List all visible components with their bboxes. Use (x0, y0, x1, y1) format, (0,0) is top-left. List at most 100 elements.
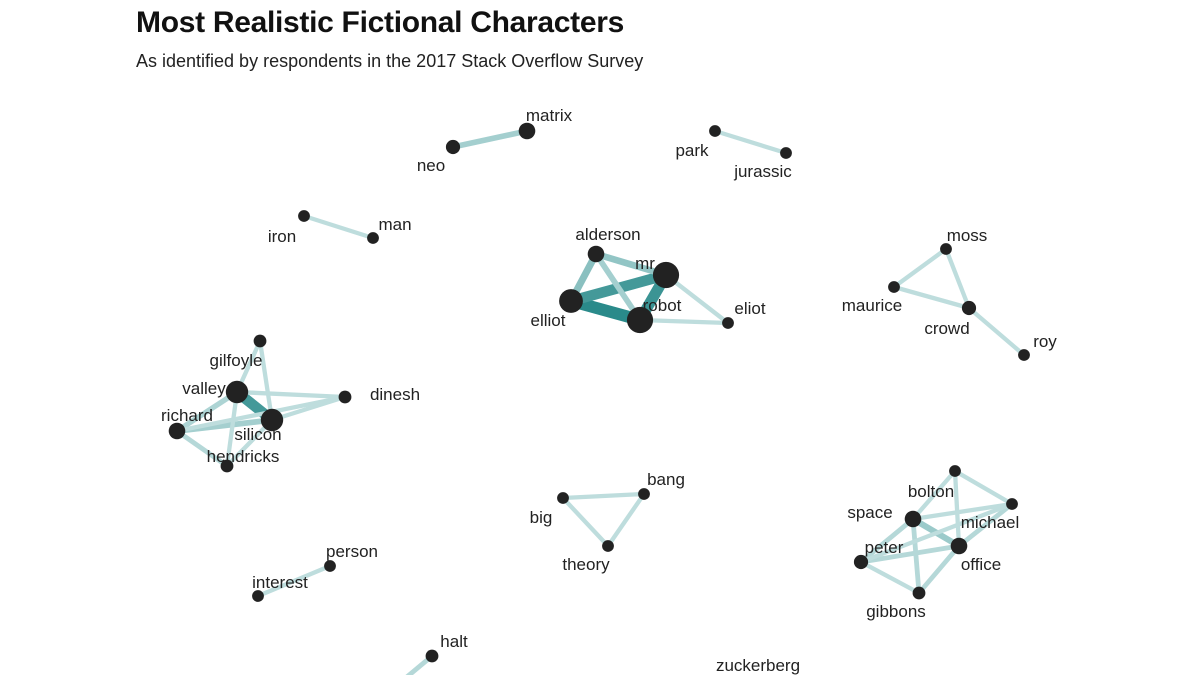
node-maurice (888, 281, 900, 293)
node-label-matrix: matrix (526, 106, 573, 125)
edge-maurice-crowd (891, 284, 972, 311)
node-space (904, 510, 922, 528)
edge-person-interest (255, 563, 333, 599)
edge-halt-offscreen (405, 653, 435, 675)
chart-title: Most Realistic Fictional Characters (136, 6, 624, 39)
node-label-moss: moss (947, 226, 988, 245)
node-bang (638, 488, 650, 500)
edge-space-michael (910, 501, 1015, 522)
node-label-interest: interest (252, 573, 308, 592)
node-label-space: space (847, 503, 892, 522)
edge-richard-hendricks (174, 428, 230, 469)
edge-office-michael (956, 501, 1015, 549)
edge-park-jurassic (712, 128, 789, 156)
node-label-man: man (378, 215, 411, 234)
node-mr (652, 261, 680, 289)
node-theory (602, 540, 614, 552)
edge-crowd-roy (966, 305, 1027, 358)
node-peter (853, 554, 869, 570)
node-label-big: big (530, 508, 553, 527)
node-office (950, 537, 968, 555)
node-label-alderson: alderson (575, 225, 640, 244)
node-label-hendricks: hendricks (207, 447, 280, 466)
edge-office-bolton (952, 468, 962, 549)
edge-peter-michael (858, 501, 1015, 565)
node-iron (298, 210, 310, 222)
node-label-bolton: bolton (908, 482, 954, 501)
edge-bolton-michael (952, 468, 1015, 507)
node-label-silicon: silicon (234, 425, 281, 444)
edge-big-bang (560, 491, 647, 501)
node-moss (940, 243, 952, 255)
edge-space-bolton (910, 468, 958, 522)
node-richard (168, 422, 186, 440)
node-label-gibbons: gibbons (866, 602, 926, 621)
node-label-maurice: maurice (842, 296, 902, 315)
edge-peter-office (858, 543, 962, 565)
node-label-roy: roy (1033, 332, 1057, 351)
edge-moss-crowd (943, 246, 972, 311)
edge-moss-maurice (891, 246, 949, 290)
edge-valley-hendricks (224, 389, 240, 469)
node-label-halt: halt (440, 632, 468, 651)
node-eliot (722, 317, 734, 329)
node-label-neo: neo (417, 156, 445, 175)
node-label-eliot: eliot (734, 299, 765, 318)
node-label-theory: theory (562, 555, 610, 574)
edge-richard-valley (174, 389, 240, 434)
node-crowd (961, 300, 977, 316)
chart-subtitle: As identified by respondents in the 2017… (136, 51, 644, 71)
node-label-gilfoyle: gilfoyle (210, 351, 263, 370)
edge-bang-theory (605, 491, 647, 549)
edge-peter-gibbons (858, 559, 922, 596)
node-label-dinesh: dinesh (370, 385, 420, 404)
node-alderson (587, 245, 605, 263)
node-jurassic (780, 147, 792, 159)
node-roy (1018, 349, 1030, 361)
node-label-office: office (961, 555, 1001, 574)
node-matrix (518, 122, 536, 140)
node-label-elliot: elliot (531, 311, 566, 330)
node-park (709, 125, 721, 137)
edge-robot-eliot (637, 317, 731, 326)
edge-iron-man (301, 213, 376, 241)
edge-big-theory (560, 495, 611, 549)
edge-office-gibbons (916, 543, 962, 596)
node-layer (168, 122, 1030, 663)
node-interest (252, 590, 264, 602)
node-label-richard: richard (161, 406, 213, 425)
node-label-crowd: crowd (924, 319, 969, 338)
edge-richard-dinesh (174, 394, 348, 434)
edge-silicon-dinesh (269, 394, 348, 423)
node-valley (225, 380, 249, 404)
edge-gilfoyle-silicon (257, 338, 275, 423)
node-label-zuckerberg: zuckerberg (716, 656, 800, 675)
node-label-park: park (675, 141, 709, 160)
label-layer: matrix neo park jurassic iron man alderson mr el… (161, 106, 1057, 675)
node-gibbons (912, 586, 926, 600)
node-halt (425, 649, 439, 663)
node-label-bang: bang (647, 470, 685, 489)
node-michael (1006, 498, 1018, 510)
node-big (557, 492, 569, 504)
node-label-iron: iron (268, 227, 296, 246)
node-label-peter: peter (865, 538, 904, 557)
edge-space-peter (858, 516, 916, 565)
node-robot (626, 306, 654, 334)
node-label-michael: michael (961, 513, 1020, 532)
edge-neo-matrix (450, 128, 530, 150)
node-label-valley: valley (182, 379, 226, 398)
node-label-person: person (326, 542, 378, 561)
node-bolton (949, 465, 961, 477)
node-neo (445, 139, 461, 155)
node-hendricks (220, 459, 234, 473)
node-man (367, 232, 379, 244)
edge-valley-dinesh (234, 389, 348, 400)
node-label-jurassic: jurassic (733, 162, 792, 181)
node-label-robot: robot (643, 296, 682, 315)
node-gilfoyle (253, 334, 267, 348)
node-dinesh (338, 390, 352, 404)
node-person (324, 560, 336, 572)
node-elliot (559, 289, 583, 313)
